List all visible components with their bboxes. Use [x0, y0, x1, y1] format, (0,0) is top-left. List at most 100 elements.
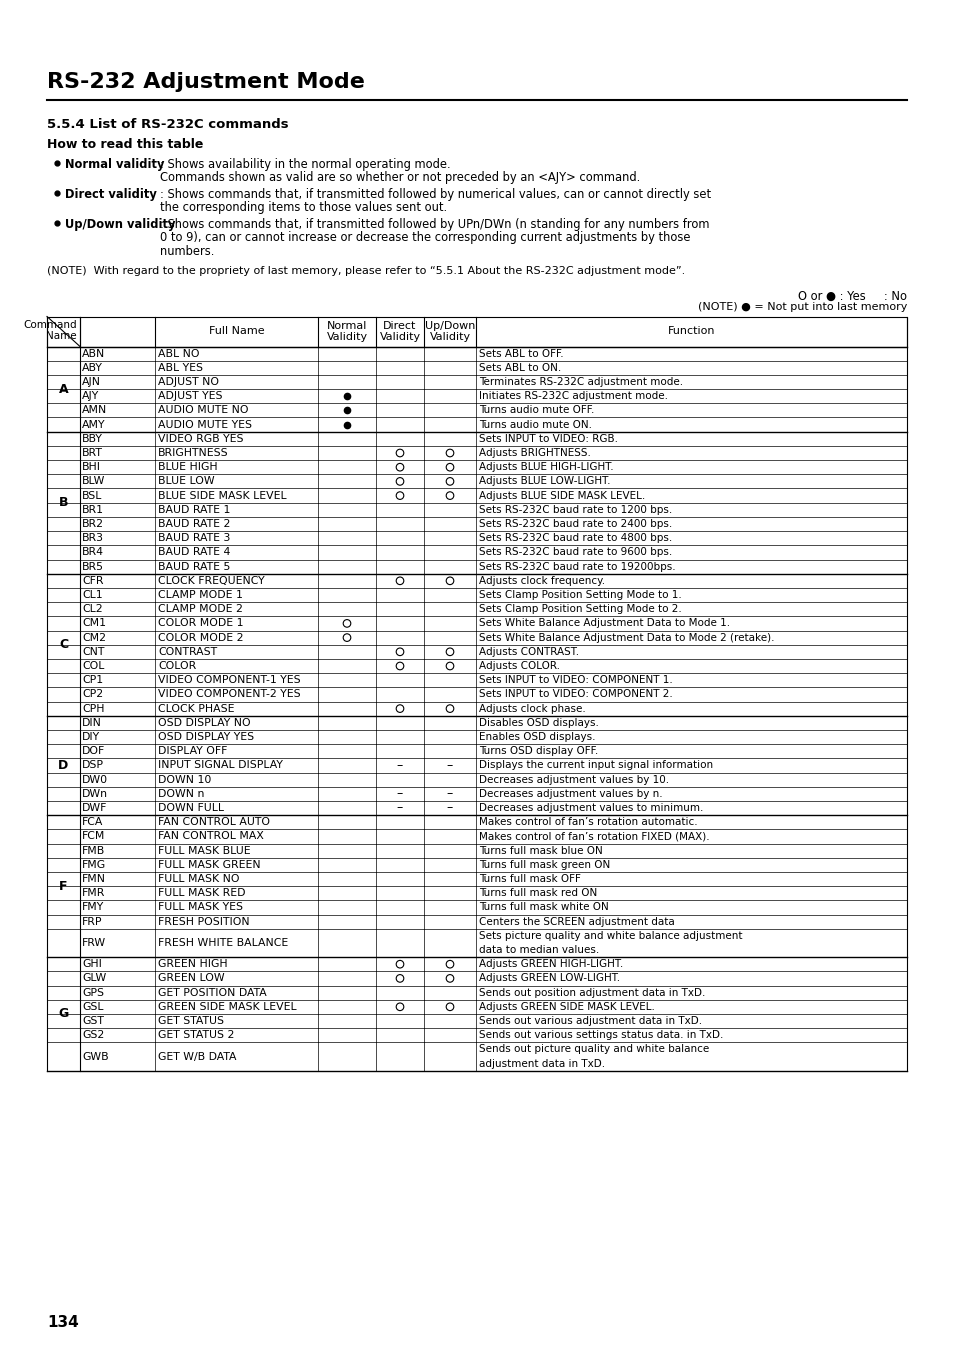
- Text: GREEN SIDE MASK LEVEL: GREEN SIDE MASK LEVEL: [158, 1002, 296, 1012]
- Text: GET STATUS: GET STATUS: [158, 1016, 224, 1025]
- Text: OSD DISPLAY NO: OSD DISPLAY NO: [158, 717, 251, 728]
- Text: BAUD RATE 1: BAUD RATE 1: [158, 505, 230, 515]
- Text: BR1: BR1: [82, 505, 104, 515]
- Text: CLOCK PHASE: CLOCK PHASE: [158, 704, 234, 713]
- Text: Sets Clamp Position Setting Mode to 2.: Sets Clamp Position Setting Mode to 2.: [478, 604, 681, 615]
- Text: BLW: BLW: [82, 477, 105, 486]
- Text: GST: GST: [82, 1016, 104, 1025]
- Text: (NOTE) ● = Not put into last memory: (NOTE) ● = Not put into last memory: [697, 303, 906, 312]
- Text: DOWN 10: DOWN 10: [158, 774, 212, 785]
- Text: Adjusts COLOR.: Adjusts COLOR.: [478, 661, 559, 671]
- Text: FRESH WHITE BALANCE: FRESH WHITE BALANCE: [158, 938, 288, 948]
- Text: CM2: CM2: [82, 632, 106, 643]
- Text: ABL NO: ABL NO: [158, 349, 199, 358]
- Text: Sets picture quality and white balance adjustment: Sets picture quality and white balance a…: [478, 931, 741, 940]
- Text: C: C: [59, 638, 68, 651]
- Text: Normal
Validity: Normal Validity: [326, 320, 367, 342]
- Text: –: –: [396, 759, 403, 771]
- Text: Displays the current input signal information: Displays the current input signal inform…: [478, 761, 713, 770]
- Text: AUDIO MUTE NO: AUDIO MUTE NO: [158, 405, 248, 415]
- Text: CPH: CPH: [82, 704, 105, 713]
- Text: Sets White Balance Adjustment Data to Mode 2 (retake).: Sets White Balance Adjustment Data to Mo…: [478, 632, 774, 643]
- Text: Direct
Validity: Direct Validity: [379, 320, 420, 342]
- Text: FULL MASK BLUE: FULL MASK BLUE: [158, 846, 251, 855]
- Text: Function: Function: [667, 327, 715, 336]
- Text: ABN: ABN: [82, 349, 105, 358]
- Text: BAUD RATE 5: BAUD RATE 5: [158, 562, 230, 571]
- Text: Sends out position adjustment data in TxD.: Sends out position adjustment data in Tx…: [478, 988, 704, 997]
- Text: FULL MASK NO: FULL MASK NO: [158, 874, 239, 884]
- Text: D: D: [58, 759, 69, 771]
- Text: BR2: BR2: [82, 519, 104, 530]
- Text: AMN: AMN: [82, 405, 107, 415]
- Text: CP1: CP1: [82, 676, 103, 685]
- Text: Adjusts GREEN HIGH-LIGHT.: Adjusts GREEN HIGH-LIGHT.: [478, 959, 622, 969]
- Text: Turns audio mute OFF.: Turns audio mute OFF.: [478, 405, 594, 415]
- Text: Normal validity: Normal validity: [65, 158, 164, 172]
- Text: Sets ABL to ON.: Sets ABL to ON.: [478, 363, 560, 373]
- Text: DSP: DSP: [82, 761, 104, 770]
- Text: AUDIO MUTE YES: AUDIO MUTE YES: [158, 420, 252, 430]
- Text: CLAMP MODE 2: CLAMP MODE 2: [158, 604, 243, 615]
- Text: ADJUST YES: ADJUST YES: [158, 392, 222, 401]
- Text: Full Name: Full Name: [209, 327, 264, 336]
- Text: FAN CONTROL AUTO: FAN CONTROL AUTO: [158, 817, 270, 827]
- Text: GPS: GPS: [82, 988, 104, 997]
- Text: –: –: [396, 788, 403, 800]
- Text: Sends out picture quality and white balance: Sends out picture quality and white bala…: [478, 1044, 708, 1054]
- Text: GREEN LOW: GREEN LOW: [158, 974, 224, 984]
- Text: 134: 134: [47, 1315, 79, 1329]
- Text: Adjusts CONTRAST.: Adjusts CONTRAST.: [478, 647, 578, 657]
- Text: Command
Name: Command Name: [24, 319, 77, 340]
- Text: Up/Down validity: Up/Down validity: [65, 218, 175, 231]
- Text: Adjusts clock frequency.: Adjusts clock frequency.: [478, 576, 604, 586]
- Text: COLOR: COLOR: [158, 661, 196, 671]
- Text: BR4: BR4: [82, 547, 104, 558]
- Text: Turns OSD display OFF.: Turns OSD display OFF.: [478, 746, 598, 757]
- Text: GWB: GWB: [82, 1051, 109, 1062]
- Text: DISPLAY OFF: DISPLAY OFF: [158, 746, 227, 757]
- Text: GREEN HIGH: GREEN HIGH: [158, 959, 228, 969]
- Text: GSL: GSL: [82, 1002, 103, 1012]
- Text: Sets RS-232C baud rate to 19200bps.: Sets RS-232C baud rate to 19200bps.: [478, 562, 675, 571]
- Text: Disables OSD displays.: Disables OSD displays.: [478, 717, 598, 728]
- Text: VIDEO COMPONENT-2 YES: VIDEO COMPONENT-2 YES: [158, 689, 300, 700]
- Text: Turns full mask red ON: Turns full mask red ON: [478, 888, 597, 898]
- Text: Enables OSD displays.: Enables OSD displays.: [478, 732, 595, 742]
- Text: DWn: DWn: [82, 789, 108, 798]
- Text: Sets Clamp Position Setting Mode to 1.: Sets Clamp Position Setting Mode to 1.: [478, 590, 681, 600]
- Text: BRT: BRT: [82, 449, 103, 458]
- Text: FCA: FCA: [82, 817, 103, 827]
- Text: FRP: FRP: [82, 916, 102, 927]
- Text: FAN CONTROL MAX: FAN CONTROL MAX: [158, 831, 264, 842]
- Text: FULL MASK RED: FULL MASK RED: [158, 888, 245, 898]
- Text: AMY: AMY: [82, 420, 106, 430]
- Text: DOF: DOF: [82, 746, 105, 757]
- Text: Turns audio mute ON.: Turns audio mute ON.: [478, 420, 592, 430]
- Text: Commands shown as valid are so whether or not preceded by an <AJY> command.: Commands shown as valid are so whether o…: [160, 172, 639, 185]
- Text: A: A: [59, 382, 69, 396]
- Text: BLUE HIGH: BLUE HIGH: [158, 462, 217, 473]
- Text: GET POSITION DATA: GET POSITION DATA: [158, 988, 267, 997]
- Text: BAUD RATE 3: BAUD RATE 3: [158, 534, 230, 543]
- Text: Adjusts BRIGHTNESS.: Adjusts BRIGHTNESS.: [478, 449, 590, 458]
- Text: Makes control of fan’s rotation FIXED (MAX).: Makes control of fan’s rotation FIXED (M…: [478, 831, 709, 842]
- Text: GLW: GLW: [82, 974, 106, 984]
- Text: O or ● : Yes     : No: O or ● : Yes : No: [797, 289, 906, 303]
- Text: Sets RS-232C baud rate to 9600 bps.: Sets RS-232C baud rate to 9600 bps.: [478, 547, 672, 558]
- Text: B: B: [59, 496, 69, 509]
- Text: VIDEO COMPONENT-1 YES: VIDEO COMPONENT-1 YES: [158, 676, 300, 685]
- Text: FULL MASK YES: FULL MASK YES: [158, 902, 243, 912]
- Text: BR3: BR3: [82, 534, 104, 543]
- Text: CNT: CNT: [82, 647, 104, 657]
- Text: COLOR MODE 2: COLOR MODE 2: [158, 632, 243, 643]
- Text: FRESH POSITION: FRESH POSITION: [158, 916, 250, 927]
- Text: BAUD RATE 4: BAUD RATE 4: [158, 547, 230, 558]
- Text: Sets RS-232C baud rate to 2400 bps.: Sets RS-232C baud rate to 2400 bps.: [478, 519, 672, 530]
- Text: FRW: FRW: [82, 938, 106, 948]
- Text: Sends out various adjustment data in TxD.: Sends out various adjustment data in TxD…: [478, 1016, 701, 1025]
- Text: G: G: [58, 1008, 69, 1020]
- Text: BR5: BR5: [82, 562, 104, 571]
- Text: AJY: AJY: [82, 392, 99, 401]
- Text: Sets RS-232C baud rate to 1200 bps.: Sets RS-232C baud rate to 1200 bps.: [478, 505, 672, 515]
